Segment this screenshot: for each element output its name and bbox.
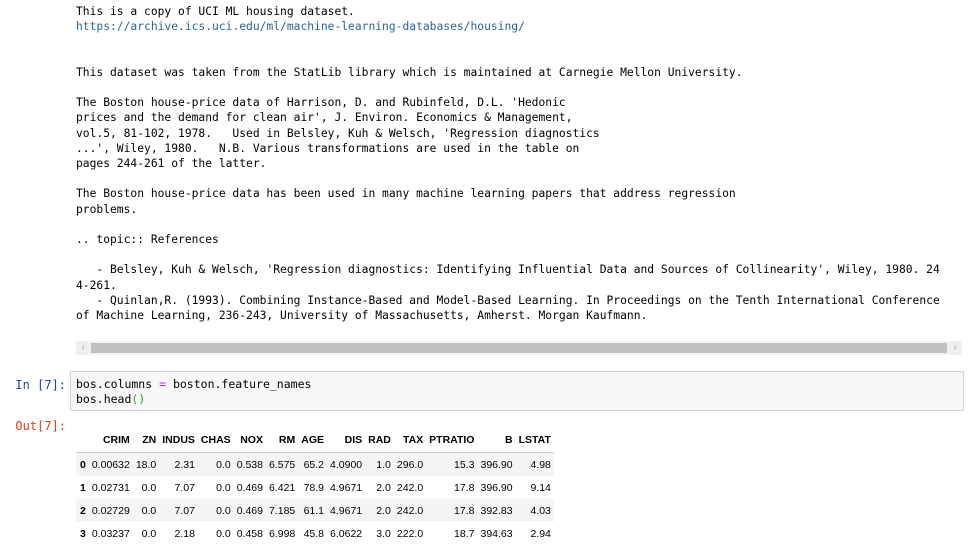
row-index: 2 (76, 499, 89, 522)
table-cell: 0.469 (234, 476, 266, 499)
table-cell: 6.575 (266, 453, 298, 477)
input-prompt: In [7]: (6, 378, 66, 393)
table-cell: 396.90 (477, 476, 515, 499)
column-header: LSTAT (516, 432, 554, 453)
code-input-cell[interactable]: bos.columns = boston.feature_names bos.h… (70, 371, 964, 411)
table-cell: 0.02731 (89, 476, 133, 499)
column-header: ZN (133, 432, 159, 453)
table-cell: 0.0 (133, 476, 159, 499)
table-cell: 0.0 (133, 499, 159, 522)
column-header: TAX (394, 432, 426, 453)
column-header: CHAS (198, 432, 234, 453)
table-cell: 65.2 (298, 453, 327, 477)
output-line-title: This is a copy of UCI ML housing dataset… (76, 5, 355, 18)
table-cell: 6.421 (266, 476, 298, 499)
table-cell: 2.31 (159, 453, 198, 477)
table-cell: 2.0 (365, 499, 394, 522)
table-cell: 392.83 (477, 499, 515, 522)
table-cell: 78.9 (298, 476, 327, 499)
code-token: bos.columns (76, 377, 159, 391)
table-cell: 7.07 (159, 476, 198, 499)
table-cell: 0.00632 (89, 453, 133, 477)
table-cell: 242.0 (394, 476, 426, 499)
table-cell: 7.07 (159, 499, 198, 522)
code-token: bos.head (76, 392, 131, 406)
table-cell: 396.90 (477, 453, 515, 477)
scrollbar-thumb[interactable] (91, 343, 947, 353)
column-header: RM (266, 432, 298, 453)
column-header: INDUS (159, 432, 198, 453)
table-cell: 242.0 (394, 499, 426, 522)
code-editor[interactable]: bos.columns = boston.feature_names bos.h… (76, 377, 311, 407)
table-cell: 4.03 (516, 499, 554, 522)
table-cell: 0.0 (198, 453, 234, 477)
output-para-statlib: This dataset was taken from the StatLib … (76, 66, 743, 79)
table-cell: 4.9671 (327, 499, 365, 522)
row-index: 1 (76, 476, 89, 499)
dataset-url-link[interactable]: https://archive.ics.uci.edu/ml/machine-l… (76, 20, 525, 33)
table-cell: 61.1 (298, 499, 327, 522)
index-header (76, 432, 89, 453)
column-header: CRIM (89, 432, 133, 453)
code-token: boston.feature_names (166, 377, 311, 391)
output-reference-2: - Quinlan,R. (1993). Combining Instance-… (76, 294, 940, 322)
column-header: DIS (327, 432, 365, 453)
table-cell: 18.0 (133, 453, 159, 477)
cell-output-text: This is a copy of UCI ML housing dataset… (76, 4, 966, 323)
row-index: 0 (76, 453, 89, 477)
column-header: AGE (298, 432, 327, 453)
column-header: PTRATIO (426, 432, 477, 453)
table-cell: 4.9671 (327, 476, 365, 499)
table-cell: 0.538 (234, 453, 266, 477)
table-cell: 9.14 (516, 476, 554, 499)
table-cell: 4.0900 (327, 453, 365, 477)
output-topic-references: .. topic:: References (76, 233, 219, 246)
column-header: B (477, 432, 515, 453)
column-header: NOX (234, 432, 266, 453)
table-cell: 7.185 (266, 499, 298, 522)
code-operator: = (159, 377, 166, 391)
table-cell: 1.0 (365, 453, 394, 477)
table-cell: 15.3 (426, 453, 477, 477)
table-cell: 17.8 (426, 499, 477, 522)
code-paren: () (131, 392, 145, 406)
output-para-harrison: The Boston house-price data of Harrison,… (76, 96, 600, 170)
table-cell: 0.0 (198, 499, 234, 522)
table-cell: 4.98 (516, 453, 554, 477)
table-cell: 296.0 (394, 453, 426, 477)
output-prompt: Out[7]: (6, 419, 66, 434)
output-reference-1: - Belsley, Kuh & Welsch, 'Regression dia… (76, 263, 940, 291)
horizontal-scrollbar[interactable]: ‹ › (76, 341, 962, 355)
scroll-right-icon[interactable]: › (948, 341, 962, 355)
output-para-used: The Boston house-price data has been use… (76, 187, 736, 215)
table-cell: 0.0 (198, 476, 234, 499)
table-cell: 0.469 (234, 499, 266, 522)
table-cell: 0.02729 (89, 499, 133, 522)
table-cell: 17.8 (426, 476, 477, 499)
table-cell: 2.0 (365, 476, 394, 499)
scroll-left-icon[interactable]: ‹ (76, 341, 90, 355)
column-header: RAD (365, 432, 394, 453)
